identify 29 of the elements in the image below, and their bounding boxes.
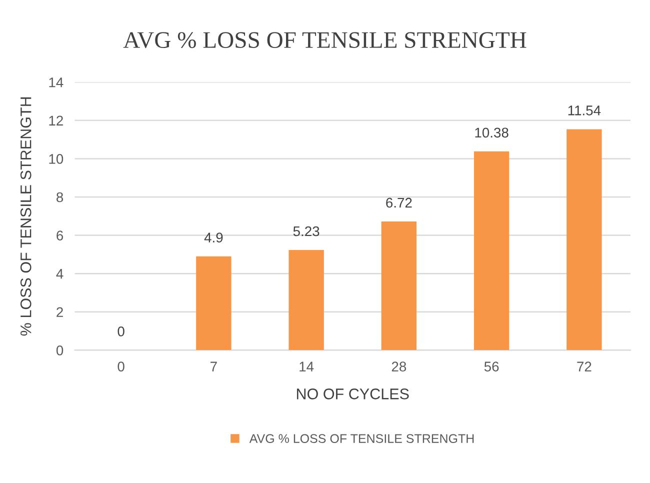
y-tick-label: 10 bbox=[49, 154, 64, 164]
y-tick-label: 0 bbox=[56, 346, 64, 356]
y-tick-label: 14 bbox=[49, 78, 64, 88]
x-tick-label: 14 bbox=[300, 362, 314, 372]
y-tick-label: 6 bbox=[56, 230, 64, 240]
bar bbox=[288, 250, 324, 350]
bar bbox=[196, 256, 232, 350]
bar bbox=[474, 151, 510, 350]
x-tick-label: 0 bbox=[118, 362, 124, 372]
y-tick-label: 12 bbox=[49, 116, 63, 126]
data-label: 10.38 bbox=[475, 128, 508, 138]
y-tick-label: 4 bbox=[56, 269, 64, 279]
data-label: 0 bbox=[118, 326, 124, 336]
y-axis-title: % LOSS OF TENSILE STRENGTH bbox=[20, 97, 32, 336]
data-label: 4.9 bbox=[204, 232, 223, 242]
data-label: 11.54 bbox=[568, 106, 601, 116]
x-tick-label: 28 bbox=[392, 362, 406, 372]
bar bbox=[381, 222, 417, 350]
x-axis-title: NO OF CYCLES bbox=[297, 388, 409, 400]
y-tick-label: 8 bbox=[56, 192, 64, 202]
legend-label: AVG % LOSS OF TENSILE STRENGTH bbox=[249, 434, 474, 443]
x-tick-label: 72 bbox=[577, 362, 592, 372]
chart-title: AVG % LOSS OF TENSILE STRENGTH bbox=[123, 32, 526, 48]
y-tick-label: 2 bbox=[56, 307, 63, 317]
x-tick-label: 7 bbox=[210, 362, 217, 372]
bar bbox=[566, 129, 602, 350]
data-label: 5.23 bbox=[293, 226, 320, 236]
data-label: 6.72 bbox=[386, 198, 412, 208]
x-tick-label: 56 bbox=[484, 362, 499, 372]
